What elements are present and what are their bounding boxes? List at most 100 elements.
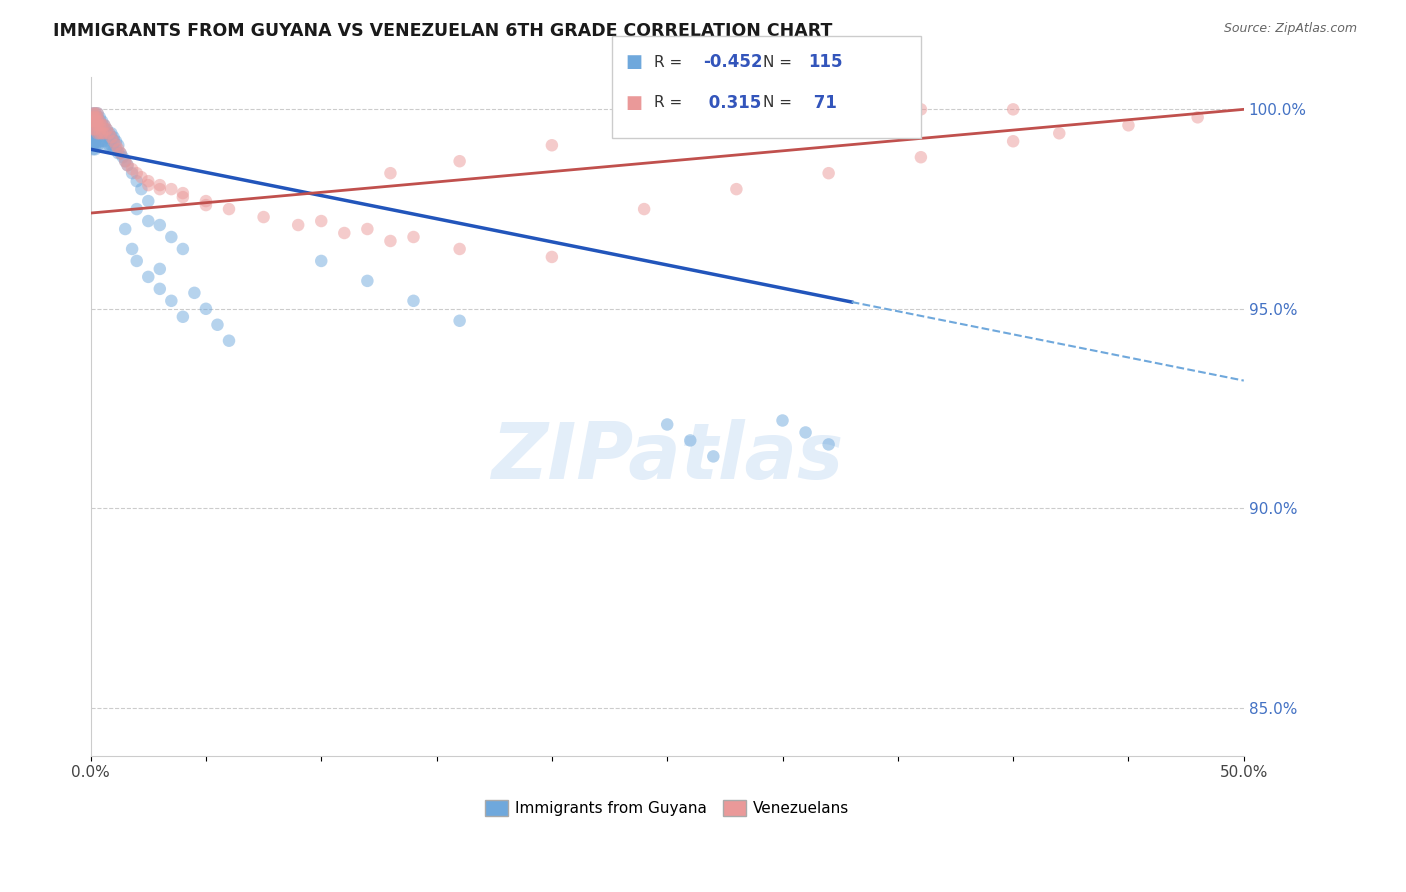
Point [93, 126, 115, 140]
Point [817, 166, 839, 180]
Point [103, 134, 125, 148]
Point [104, 134, 127, 148]
Point [86, 111, 108, 125]
Point [84, 114, 107, 128]
Point [98, 126, 121, 140]
Point [114, 222, 136, 236]
Point [817, 106, 839, 120]
Point [172, 190, 194, 204]
Point [194, 301, 217, 316]
Point [910, 103, 932, 117]
Point [633, 122, 655, 136]
Point [160, 230, 183, 244]
Text: ZIPatlas: ZIPatlas [491, 419, 844, 495]
Point [82, 111, 104, 125]
Point [93, 118, 115, 132]
Point [98, 126, 121, 140]
Point [96, 122, 118, 136]
Point [93, 122, 115, 136]
Point [96, 122, 118, 136]
Point [82, 142, 104, 156]
Point [91, 114, 114, 128]
Point [449, 154, 471, 169]
Point [125, 174, 148, 188]
Point [82, 114, 104, 128]
Point [96, 126, 118, 140]
Point [89, 118, 111, 132]
Point [725, 182, 748, 196]
Point [149, 261, 172, 276]
Point [82, 134, 104, 148]
Text: N =: N = [763, 95, 793, 110]
Point [103, 134, 125, 148]
Point [252, 210, 274, 224]
Point [86, 114, 108, 128]
Text: N =: N = [763, 55, 793, 70]
Point [1118, 118, 1140, 132]
Point [207, 318, 229, 332]
Point [84, 134, 107, 148]
Point [136, 178, 159, 193]
Point [82, 130, 104, 145]
Point [110, 146, 132, 161]
Point [111, 150, 134, 164]
Point [82, 106, 104, 120]
Point [89, 118, 111, 132]
Point [98, 138, 121, 153]
Point [356, 222, 378, 236]
Point [93, 118, 115, 132]
Text: ■: ■ [626, 94, 643, 112]
Point [1002, 103, 1025, 117]
Point [194, 198, 217, 212]
Point [218, 334, 240, 348]
Point [86, 111, 108, 125]
Point [82, 114, 104, 128]
Point [1187, 111, 1209, 125]
Point [1002, 134, 1025, 148]
Point [91, 122, 114, 136]
Point [402, 293, 425, 308]
Point [107, 138, 129, 153]
Point [84, 122, 107, 136]
Point [309, 214, 332, 228]
Point [100, 130, 122, 145]
Point [402, 230, 425, 244]
Point [449, 242, 471, 256]
Point [86, 138, 108, 153]
Point [121, 166, 143, 180]
Point [89, 126, 111, 140]
Point [121, 162, 143, 177]
Point [86, 118, 108, 132]
Point [82, 118, 104, 132]
Point [449, 314, 471, 328]
Point [86, 122, 108, 136]
Point [89, 114, 111, 128]
Point [817, 437, 839, 451]
Point [91, 118, 114, 132]
Point [84, 111, 107, 125]
Text: R =: R = [654, 95, 682, 110]
Point [84, 111, 107, 125]
Point [104, 142, 127, 156]
Point [110, 146, 132, 161]
Point [100, 126, 122, 140]
Point [103, 130, 125, 145]
Point [86, 118, 108, 132]
Point [309, 254, 332, 268]
Point [89, 122, 111, 136]
Point [149, 178, 172, 193]
Point [149, 218, 172, 232]
Point [103, 142, 125, 156]
Point [89, 111, 111, 125]
Point [91, 134, 114, 148]
Point [136, 194, 159, 208]
Point [96, 138, 118, 153]
Point [1047, 126, 1070, 140]
Point [89, 114, 111, 128]
Point [84, 122, 107, 136]
Text: 71: 71 [808, 94, 838, 112]
Point [633, 202, 655, 216]
Point [86, 106, 108, 120]
Text: R =: R = [654, 55, 682, 70]
Point [84, 142, 107, 156]
